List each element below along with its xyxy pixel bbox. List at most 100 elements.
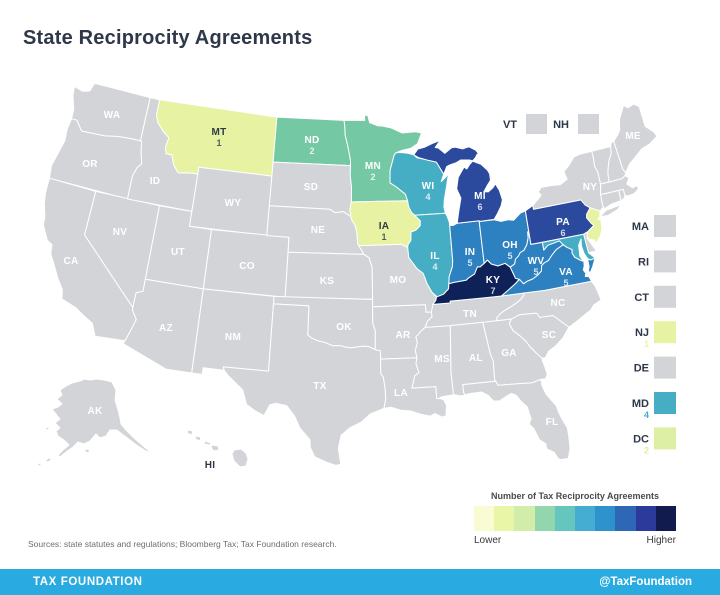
state-value-MI: 6 (477, 202, 482, 212)
state-label-NM: NM (225, 332, 241, 343)
legend-higher-label: Higher (646, 535, 676, 546)
state-value-IA: 1 (381, 232, 386, 242)
square-label-DE: DE (634, 363, 649, 375)
square-DC[interactable] (654, 427, 676, 450)
legend-swatch-9 (635, 506, 656, 531)
state-label-CA: CA (63, 256, 78, 267)
legend-swatch-2 (494, 506, 515, 531)
state-label-AZ: AZ (159, 323, 173, 334)
state-label-NE: NE (311, 225, 326, 236)
state-label-UT: UT (171, 247, 185, 258)
state-label-CO: CO (239, 261, 255, 272)
state-label-WI: WI (422, 181, 435, 192)
state-NJ[interactable] (586, 207, 603, 245)
footer-bar: TAX FOUNDATION @TaxFoundation (0, 569, 720, 595)
state-label-SC: SC (542, 330, 557, 341)
state-AK[interactable] (36, 378, 159, 467)
state-label-KY: KY (486, 275, 501, 286)
state-label-NV: NV (113, 227, 128, 238)
state-TX[interactable] (222, 303, 387, 466)
square-label-CT: CT (634, 292, 649, 304)
legend-lower-label: Lower (474, 535, 502, 546)
square-DE[interactable] (654, 356, 676, 379)
state-label-TN: TN (463, 309, 477, 320)
state-HI[interactable] (186, 429, 249, 468)
state-label-VA: VA (559, 267, 573, 278)
legend-swatch-5 (554, 506, 576, 531)
state-label-IL: IL (430, 251, 440, 262)
state-label-MT: MT (211, 127, 226, 138)
state-label-WA: WA (104, 110, 121, 121)
state-value-IN: 5 (467, 258, 472, 268)
legend-color-scale (474, 506, 677, 531)
square-value-DC: 2 (644, 445, 649, 455)
state-label-MO: MO (390, 275, 407, 286)
state-label-AR: AR (395, 330, 411, 341)
state-label-WV: WV (528, 256, 545, 267)
state-label-ID: ID (150, 176, 161, 187)
state-value-ND: 2 (309, 146, 314, 156)
state-MD[interactable] (542, 233, 596, 262)
state-MI[interactable] (413, 139, 503, 224)
state-label-IN: IN (465, 247, 476, 258)
state-labels-layer: WAORCANVIDUTAZMT1WYCONMND2SDNEKSOKTXMN2I… (63, 110, 640, 471)
square-label-MD: MD (632, 398, 649, 410)
right-state-squares: MA RI CT NJ1 DE MD4 DC2 (632, 215, 676, 455)
state-value-OH: 5 (507, 251, 512, 261)
square-label-DC: DC (633, 433, 649, 445)
state-label-AK: AK (87, 406, 103, 417)
state-label-SD: SD (304, 182, 319, 193)
page-title: State Reciprocity Agreements (23, 27, 313, 49)
state-NH[interactable] (607, 140, 627, 183)
state-value-MN: 2 (370, 172, 375, 182)
square-label-RI: RI (638, 256, 649, 268)
us-choropleth-map: WAORCANVIDUTAZMT1WYCONMND2SDNEKSOKTXMN2I… (36, 83, 676, 471)
state-label-ND: ND (304, 135, 319, 146)
legend-swatch-8 (615, 506, 636, 531)
state-label-NY: NY (583, 182, 598, 193)
state-label-ME: ME (625, 131, 641, 142)
state-label-NC: NC (550, 298, 565, 309)
state-label-GA: GA (501, 348, 517, 359)
state-label-MN: MN (365, 161, 381, 172)
state-label-IA: IA (379, 221, 390, 232)
square-VT[interactable] (526, 114, 547, 134)
square-value-NJ: 1 (644, 339, 649, 349)
state-value-PA: 6 (560, 228, 565, 238)
square-NJ[interactable] (654, 321, 676, 344)
state-label-OH: OH (502, 240, 518, 251)
state-label-AL: AL (469, 353, 483, 364)
square-label-NH: NH (553, 119, 569, 131)
state-value-MT: 1 (216, 138, 221, 148)
legend-swatch-4 (534, 506, 555, 531)
footer-handle[interactable]: @TaxFoundation (599, 576, 692, 588)
square-label-MA: MA (632, 221, 649, 233)
state-label-WY: WY (225, 198, 242, 209)
legend-swatch-3 (514, 506, 535, 531)
top-state-squares: VT NH (503, 114, 599, 134)
state-label-KS: KS (320, 276, 335, 287)
state-label-HI: HI (205, 460, 216, 471)
square-MD[interactable] (654, 392, 676, 414)
square-MA[interactable] (654, 215, 676, 237)
state-value-IL: 4 (432, 262, 437, 272)
state-label-PA: PA (556, 217, 570, 228)
state-DE[interactable] (583, 231, 597, 254)
state-FL[interactable] (462, 378, 571, 461)
state-label-TX: TX (313, 381, 326, 392)
legend-swatch-1 (474, 506, 495, 531)
state-label-MS: MS (434, 354, 450, 365)
square-value-MD: 4 (644, 410, 649, 420)
state-NC[interactable] (496, 280, 602, 328)
square-label-NJ: NJ (635, 327, 649, 339)
state-label-FL: FL (546, 417, 559, 428)
state-RI[interactable] (618, 188, 626, 202)
square-NH[interactable] (578, 114, 599, 134)
state-value-KY: 7 (490, 286, 495, 296)
legend-swatch-6 (575, 506, 596, 531)
square-RI[interactable] (654, 250, 676, 273)
states-layer (36, 83, 658, 468)
square-CT[interactable] (654, 285, 676, 308)
state-label-OK: OK (336, 322, 352, 333)
